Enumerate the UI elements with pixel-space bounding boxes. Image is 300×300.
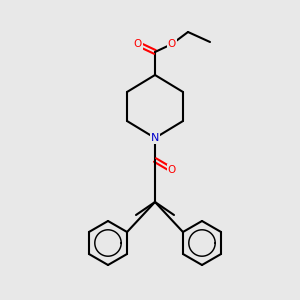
Text: O: O <box>168 165 176 175</box>
Text: O: O <box>134 39 142 49</box>
Text: O: O <box>168 39 176 49</box>
Text: N: N <box>151 133 159 143</box>
